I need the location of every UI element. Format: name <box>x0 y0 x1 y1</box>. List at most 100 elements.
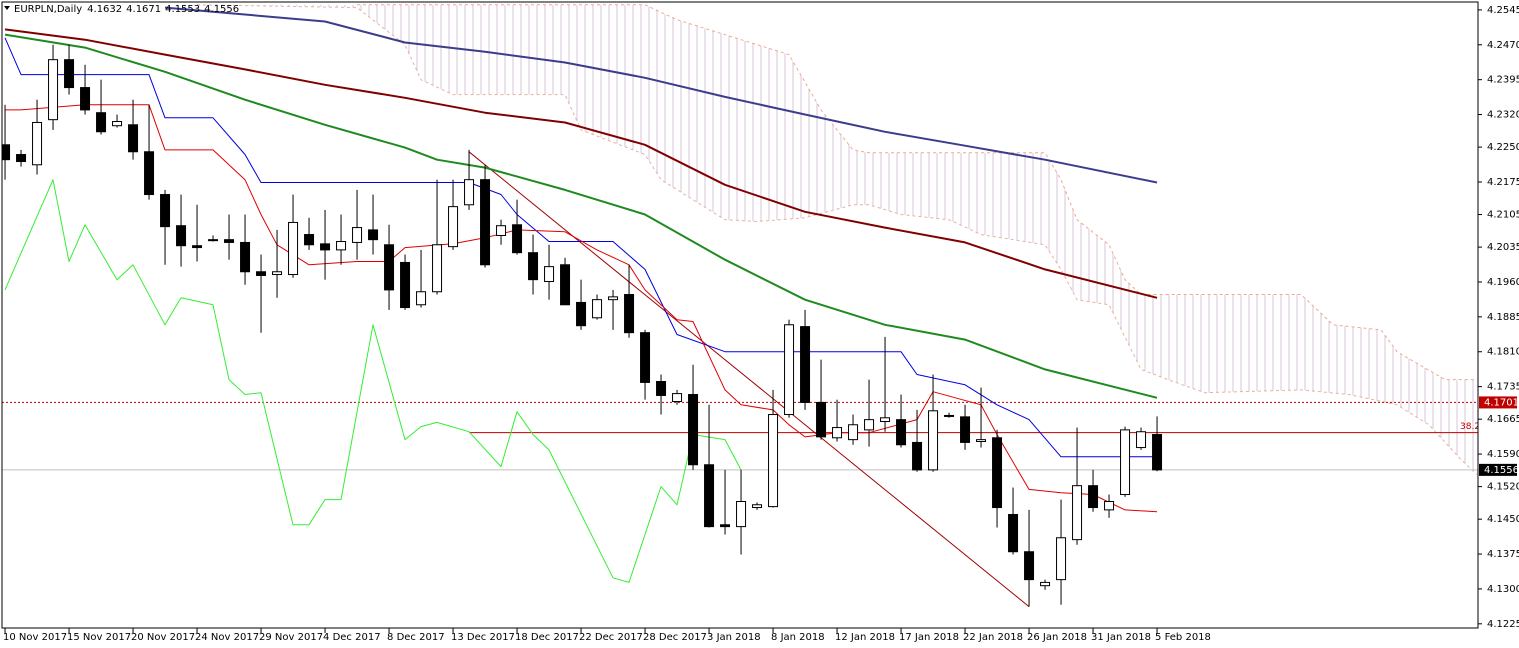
symbol: EURPLN,Daily <box>14 4 82 15</box>
y-tick-label: 4.2470 <box>1487 40 1519 51</box>
candle-body <box>32 121 43 166</box>
candle-body <box>832 427 843 439</box>
candle-body <box>704 464 715 528</box>
bid-box <box>1479 463 1517 476</box>
y-tick-label: 4.1450 <box>1487 514 1519 525</box>
level-label: 4.1701 <box>1484 397 1519 408</box>
indicator-line <box>5 104 1158 513</box>
candle-body <box>1088 485 1099 509</box>
candle-body <box>352 227 363 243</box>
candle-body <box>224 239 235 243</box>
x-tick-label: 17 Jan 2018 <box>899 632 959 643</box>
candle-body <box>624 294 635 334</box>
candle-body <box>272 271 283 276</box>
candle-body <box>208 239 219 242</box>
candle-body <box>1104 500 1115 511</box>
fibo-label: 38.2 <box>1460 422 1480 432</box>
indicator-line <box>4 28 1158 299</box>
candle-body <box>320 243 331 251</box>
y-tick-label: 4.1590 <box>1487 449 1519 460</box>
candle-body <box>720 524 731 528</box>
y-tick-label: 4.2250 <box>1487 142 1519 153</box>
x-tick-label: 10 Nov 2017 <box>3 632 67 643</box>
indicator-line <box>4 33 1158 399</box>
candle-body <box>880 417 891 423</box>
x-tick-label: 8 Jan 2018 <box>771 632 825 643</box>
candle-body <box>496 225 507 236</box>
candle-body <box>592 299 603 319</box>
candle-body <box>64 59 75 89</box>
candle-body <box>608 296 619 301</box>
plot-border <box>1 1 1479 629</box>
candle-body <box>512 224 523 254</box>
y-tick-label: 4.1665 <box>1487 414 1519 425</box>
candle-body <box>640 332 651 383</box>
candle-body <box>688 394 699 466</box>
y-tick-label: 4.1300 <box>1487 584 1519 595</box>
indicator-line <box>4 179 742 583</box>
x-tick-label: 12 Jan 2018 <box>835 632 895 643</box>
x-tick-label: 31 Jan 2018 <box>1091 632 1151 643</box>
candle-body <box>1072 485 1083 541</box>
candle-body <box>464 179 475 206</box>
header-close: 4.1556 <box>204 4 239 15</box>
axes: 4.2545 4.2470 4.2395 4.2320 4.2250 4.2175 4.21… <box>3 5 1519 643</box>
candle-body <box>384 244 395 291</box>
x-tick-label: 22 Jan 2018 <box>963 632 1023 643</box>
candle-body <box>480 179 491 266</box>
candle-body <box>576 301 587 327</box>
x-tick-label: 26 Jan 2018 <box>1027 632 1087 643</box>
y-tick-label: 4.2395 <box>1487 75 1519 86</box>
x-tick-label: 15 Nov 2017 <box>67 632 131 643</box>
candle-body <box>16 154 27 163</box>
candle-body <box>448 206 459 248</box>
indicator-line <box>164 6 1158 184</box>
y-tick-label: 4.2320 <box>1487 110 1519 121</box>
y-tick-label: 4.2545 <box>1487 5 1519 16</box>
header-low: 4.1553 <box>165 4 200 15</box>
cloud-fill <box>197 4 1477 475</box>
y-tick-label: 4.1735 <box>1487 382 1519 393</box>
candle-body <box>240 241 251 273</box>
y-tick-label: 4.2105 <box>1487 210 1519 221</box>
x-tick-label: 3 Jan 2018 <box>707 632 761 643</box>
x-tick-label: 29 Nov 2017 <box>259 632 323 643</box>
candle-body <box>736 500 747 528</box>
candle-body <box>128 124 139 153</box>
trend-line <box>468 151 1030 607</box>
chart-header: EURPLN,Daily 4.1632 4.1671 4.1553 4.1556 <box>4 4 239 15</box>
candle-body <box>992 437 1003 509</box>
y-tick-label: 4.1885 <box>1487 312 1519 323</box>
candle-body <box>288 221 299 276</box>
header-arrow <box>4 6 10 10</box>
cloud-lower-line <box>196 4 1478 475</box>
y-tick-label: 4.1810 <box>1487 347 1519 358</box>
candle-body <box>176 225 187 247</box>
candle-body <box>800 326 811 403</box>
candle-body <box>1024 551 1035 581</box>
candle-body <box>1152 434 1163 471</box>
candle-body <box>400 261 411 309</box>
candle-body <box>848 424 859 441</box>
candle-body <box>48 59 59 121</box>
candle-body <box>672 393 683 403</box>
x-tick-label: 8 Dec 2017 <box>387 632 445 643</box>
x-tick-label: 28 Dec 2017 <box>643 632 707 643</box>
candle-body <box>864 419 875 431</box>
x-tick-label: 18 Dec 2017 <box>515 632 579 643</box>
candle-body <box>432 244 443 293</box>
candle-body <box>944 414 955 417</box>
candle-body <box>160 194 171 228</box>
candle-body <box>2 144 11 161</box>
x-tick-label: 4 Dec 2017 <box>323 632 381 643</box>
bid-label: 4.1556 <box>1484 465 1519 476</box>
candle-body <box>1056 537 1067 581</box>
candle-body <box>752 504 763 509</box>
x-tick-label: 24 Nov 2017 <box>195 632 259 643</box>
header-high: 4.1671 <box>126 4 161 15</box>
candle-body <box>192 245 203 249</box>
candle-body <box>816 401 827 438</box>
candle-body <box>784 324 795 416</box>
header-text: EURPLN,Daily 4.1632 4.1671 4.1553 4.1556 <box>14 4 239 15</box>
